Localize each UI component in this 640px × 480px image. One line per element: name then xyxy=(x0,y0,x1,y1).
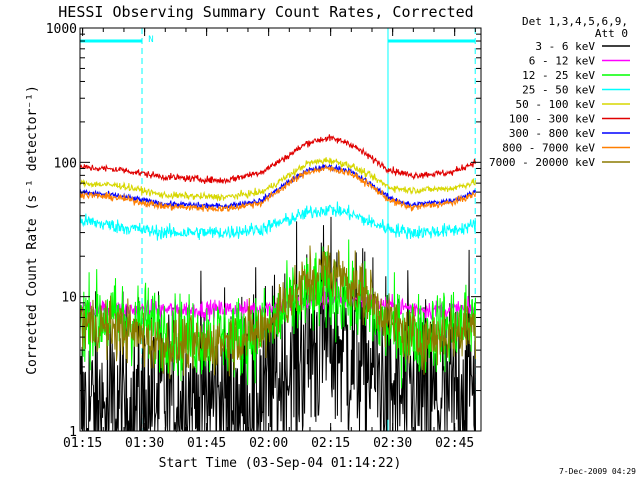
legend-entry-label: 25 - 50 keV xyxy=(522,84,595,97)
x-axis-label: Start Time (03-Sep-04 01:14:22) xyxy=(159,456,402,471)
series-lines xyxy=(79,134,476,433)
chart-title: HESSI Observing Summary Count Rates, Cor… xyxy=(58,3,473,21)
legend-header-line: Det 1,3,4,5,6,9, xyxy=(522,15,628,28)
legend-header-line: Att 0 xyxy=(595,27,628,40)
x-axis-ticks: 01:15 01:30 01:45 02:00 02:15 02:30 02:45 xyxy=(63,28,476,451)
legend-entry-label: 300 - 800 keV xyxy=(509,127,595,140)
axes xyxy=(79,27,482,432)
legend: Det 1,3,4,5,6,9,Att 03 - 6 keV 6 - 12 keV… xyxy=(489,15,630,169)
x-tick-label: 02:15 xyxy=(311,436,350,451)
footer-date: 7-Dec-2009 04:29 xyxy=(559,467,636,476)
x-tick-label: 02:00 xyxy=(249,436,288,451)
y-axis-ticks: 1 10 100 1000 xyxy=(46,22,481,440)
interval-flag-label: N xyxy=(148,35,153,45)
y-tick-label: 100 xyxy=(54,156,77,171)
x-tick-label: 02:45 xyxy=(435,436,474,451)
x-tick-label: 01:45 xyxy=(187,436,226,451)
y-tick-label: 10 xyxy=(61,291,77,306)
legend-entry-label: 3 - 6 keV xyxy=(535,40,595,53)
series-line-50-100keV xyxy=(79,157,476,203)
y-tick-label: 1 xyxy=(69,425,77,440)
legend-entry-label: 50 - 100 keV xyxy=(516,98,596,111)
plot-frame xyxy=(79,27,482,432)
series-line-25-50keV xyxy=(79,201,476,241)
legend-entry-label: 100 - 300 keV xyxy=(509,113,595,126)
x-tick-label: 01:15 xyxy=(63,436,102,451)
series-line-7000-20000keV xyxy=(79,245,476,379)
legend-entry-label: 800 - 7000 keV xyxy=(502,142,595,155)
y-tick-label: 1000 xyxy=(46,22,77,37)
series-line-100-300keV xyxy=(79,134,476,185)
x-tick-label: 02:30 xyxy=(373,436,412,451)
x-tick-label: 01:30 xyxy=(125,436,164,451)
legend-entry-label: 12 - 25 keV xyxy=(522,69,595,82)
legend-entry-label: 6 - 12 keV xyxy=(529,55,596,68)
series-line-800-7000keV xyxy=(79,164,476,213)
y-axis-label: Corrected Count Rate (s⁻¹ detector⁻¹) xyxy=(25,85,40,375)
legend-entry-label: 7000 - 20000 keV xyxy=(489,156,595,169)
